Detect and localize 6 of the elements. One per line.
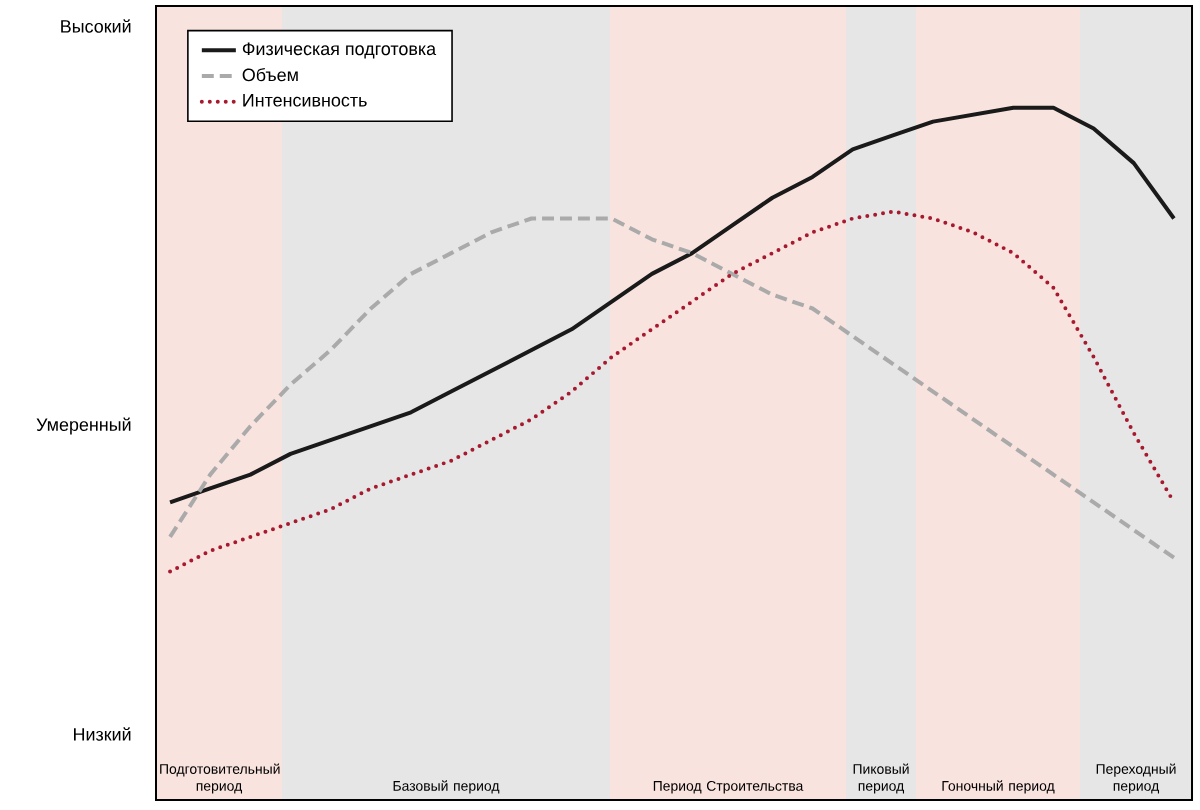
text: Высокий bbox=[61, 19, 131, 33]
legend-label: Интенсивность bbox=[243, 94, 367, 107]
text: Низкий bbox=[74, 727, 131, 741]
legend-label: Физическая подготовка bbox=[242, 42, 437, 59]
text: Умеренный bbox=[36, 417, 131, 435]
legend-label: Объем bbox=[242, 67, 298, 82]
